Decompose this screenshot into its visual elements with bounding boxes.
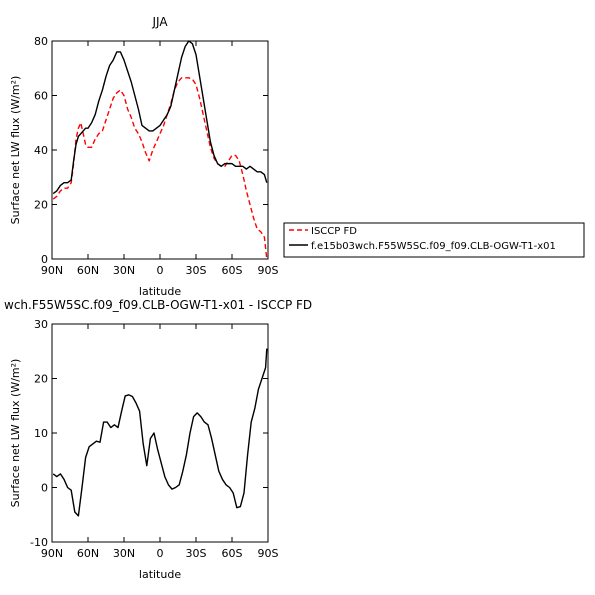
x-tick-label: 90N: [41, 264, 63, 277]
y-tick-label: 20: [34, 373, 48, 386]
y-tick-label: 20: [34, 199, 48, 212]
panel1-xlabel: latitude: [139, 285, 181, 298]
y-tick-label: 30: [34, 318, 48, 331]
panel2-series: [52, 348, 268, 517]
x-tick-label: 60N: [77, 264, 99, 277]
x-tick-label: 60S: [222, 547, 243, 560]
legend-label: ISCCP FD: [311, 226, 357, 237]
panel2-title: wch.F55W5SC.f09_f09.CLB-OGW-T1-x01 - ISC…: [4, 298, 312, 312]
y-tick-label: 60: [34, 90, 48, 103]
x-tick-label: 60N: [77, 547, 99, 560]
y-tick-label: -10: [30, 536, 48, 549]
top-panel: JJA 90N 60N 30N 0 30S 60S 90S 0 20 40 60 80 latitud…: [9, 15, 585, 298]
panel2-xlabel: latitude: [139, 568, 181, 581]
x-tick-label: 30N: [113, 264, 135, 277]
legend-label: f.e15b03wch.F55W5SC.f09_f09.CLB-OGW-T1-x…: [311, 241, 556, 252]
panel1-plot-frame: [51, 40, 269, 260]
x-tick-label: 0: [157, 264, 164, 277]
x-tick-label: 90S: [258, 547, 279, 560]
panel2-ticks: 90N 60N 30N 0 30S 60S 90S -10 0 10 20 30: [30, 318, 278, 560]
y-tick-label: 80: [34, 35, 48, 48]
y-tick-label: 10: [34, 427, 48, 440]
panel1-series: [52, 40, 268, 260]
legend: ISCCP FD f.e15b03wch.F55W5SC.f09_f09.CLB-…: [283, 222, 585, 258]
panel1-ylabel: Surface net LW flux (W/m²): [9, 76, 22, 225]
panel2-ylabel: Surface net LW flux (W/m²): [9, 359, 22, 508]
series-line-0: [52, 77, 268, 260]
panel2-plot-frame: [51, 323, 269, 543]
panel1-ticks: 90N 60N 30N 0 30S 60S 90S 0 20 40 60 80: [34, 35, 279, 277]
panel1-title: JJA: [151, 15, 168, 29]
y-tick-label: 0: [41, 253, 48, 266]
x-tick-label: 0: [157, 547, 164, 560]
x-tick-label: 30S: [186, 264, 207, 277]
x-tick-label: 90S: [258, 264, 279, 277]
x-tick-label: 90N: [41, 547, 63, 560]
x-tick-label: 60S: [222, 264, 243, 277]
bottom-panel: wch.F55W5SC.f09_f09.CLB-OGW-T1-x01 - ISC…: [4, 298, 312, 581]
y-tick-label: 0: [41, 482, 48, 495]
x-tick-label: 30S: [186, 547, 207, 560]
x-tick-label: 30N: [113, 547, 135, 560]
series-line-0: [52, 348, 268, 517]
y-tick-label: 40: [34, 144, 48, 157]
legend-box: [283, 222, 585, 258]
series-line-1: [52, 40, 268, 195]
